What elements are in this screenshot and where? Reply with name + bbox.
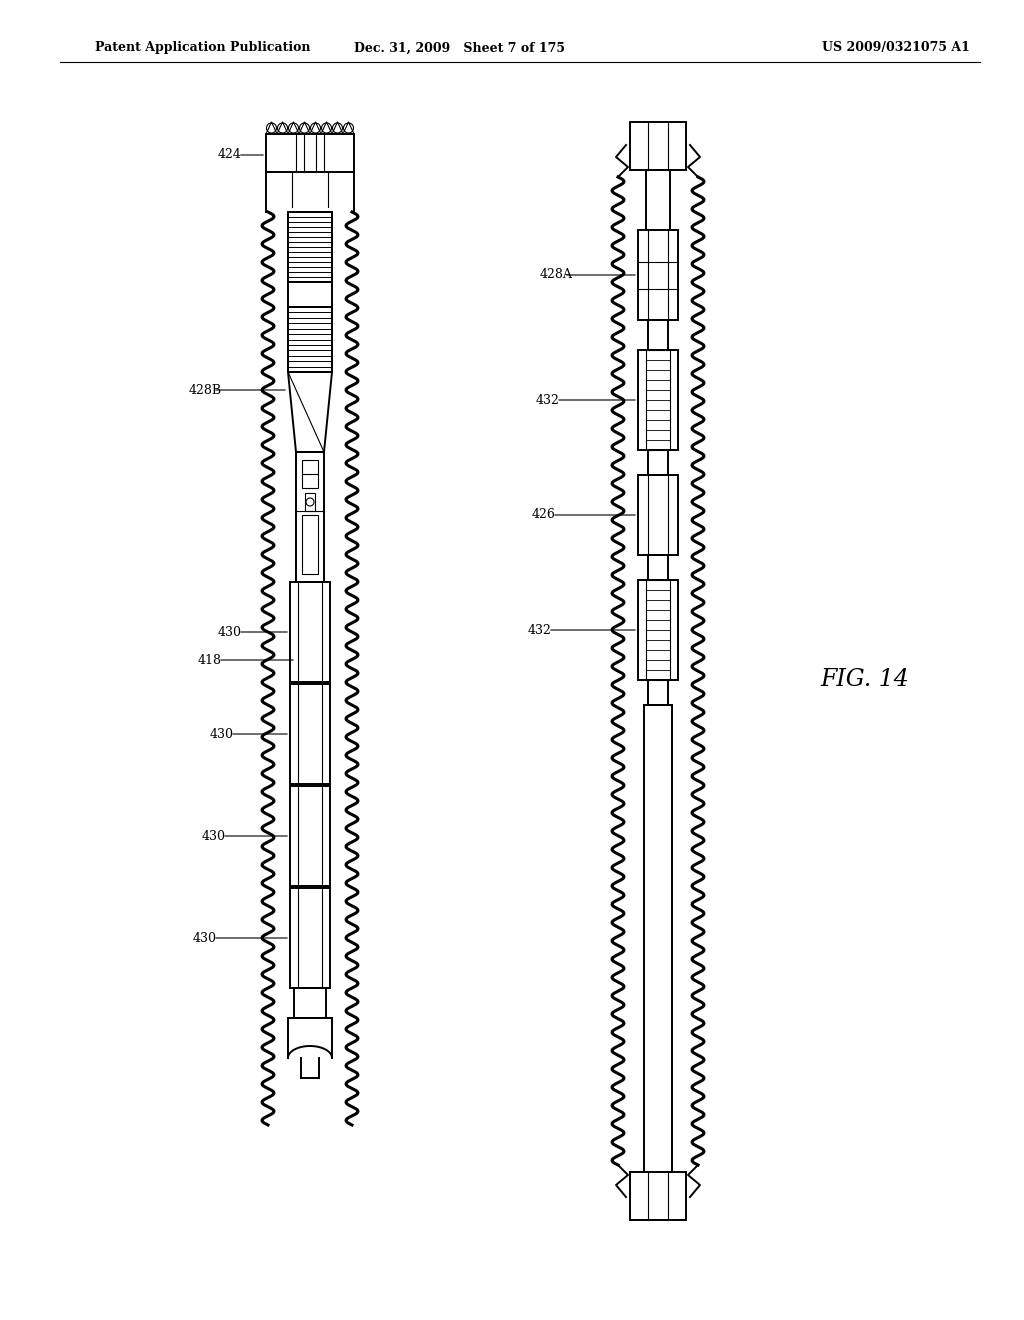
Text: US 2009/0321075 A1: US 2009/0321075 A1 bbox=[822, 41, 970, 54]
Text: 430: 430 bbox=[210, 727, 234, 741]
Text: 430: 430 bbox=[218, 626, 242, 639]
Text: 432: 432 bbox=[528, 623, 552, 636]
Text: 428A: 428A bbox=[540, 268, 572, 281]
Bar bbox=[646, 579, 670, 680]
Bar bbox=[630, 1172, 686, 1220]
Text: 430: 430 bbox=[202, 829, 226, 842]
Text: 430: 430 bbox=[193, 932, 217, 945]
Text: Dec. 31, 2009   Sheet 7 of 175: Dec. 31, 2009 Sheet 7 of 175 bbox=[354, 41, 565, 54]
Bar bbox=[288, 213, 332, 282]
Text: FIG. 14: FIG. 14 bbox=[820, 668, 908, 692]
Text: 426: 426 bbox=[532, 508, 556, 521]
Bar bbox=[290, 582, 330, 682]
Bar bbox=[638, 230, 678, 319]
Bar bbox=[302, 459, 318, 488]
Bar bbox=[638, 579, 678, 680]
Text: 424: 424 bbox=[218, 149, 242, 161]
Bar bbox=[290, 888, 330, 987]
Bar bbox=[290, 785, 330, 886]
Bar bbox=[288, 308, 332, 372]
Bar bbox=[305, 492, 315, 511]
Bar bbox=[630, 121, 686, 170]
Bar bbox=[646, 350, 670, 450]
Bar bbox=[302, 515, 318, 574]
Bar bbox=[290, 684, 330, 784]
Text: Patent Application Publication: Patent Application Publication bbox=[95, 41, 310, 54]
Text: 428B: 428B bbox=[188, 384, 221, 396]
Text: 418: 418 bbox=[198, 653, 222, 667]
Bar bbox=[638, 350, 678, 450]
Text: 432: 432 bbox=[536, 393, 560, 407]
Bar bbox=[638, 475, 678, 554]
Bar bbox=[288, 282, 332, 308]
